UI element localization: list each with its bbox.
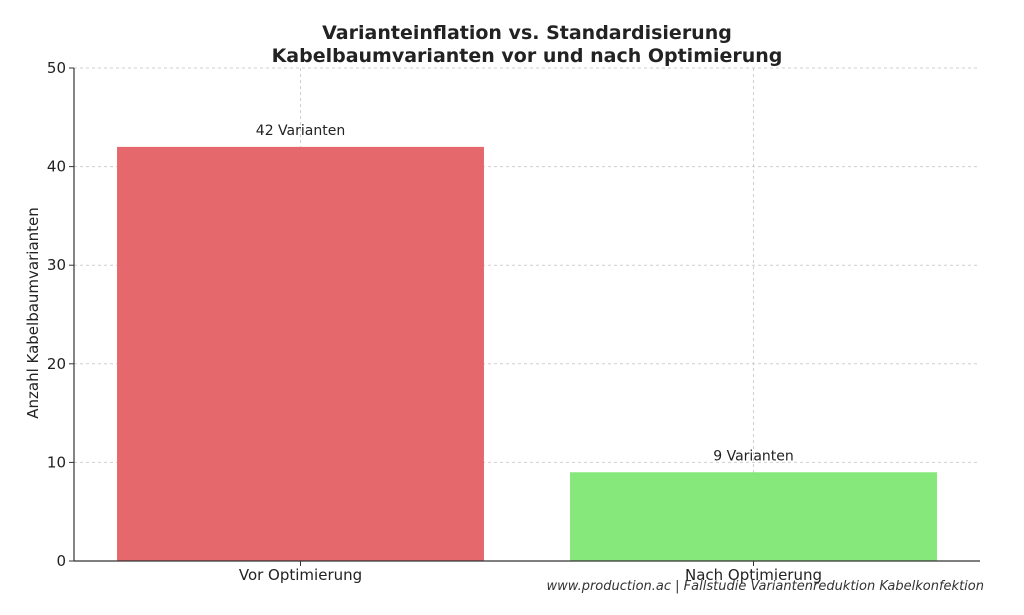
chart-title-line-2: Kabelbaumvarianten vor und nach Optimier… (272, 45, 783, 67)
x-tick-label: Vor Optimierung (239, 566, 362, 584)
y-tick-label: 0 (56, 552, 66, 570)
bar-vor-optimierung (117, 146, 484, 561)
y-tick-label: 10 (47, 453, 66, 471)
y-tick-label: 40 (47, 158, 66, 176)
bar-nach-optimierung (570, 472, 937, 561)
source-note: www.production.ac | Fallstudie Varianten… (547, 579, 985, 594)
y-tick-label: 30 (47, 256, 66, 274)
chart-title-line-1: Varianteinflation vs. Standardisierung (322, 22, 732, 44)
x-tick-label: Nach Optimierung (685, 566, 822, 584)
axes: 0 10 20 30 40 50 Vor Optimierung Nach Optimieru… (47, 59, 980, 584)
bars (117, 146, 937, 561)
bar-value-label: 9 Varianten (713, 448, 794, 464)
y-axis-label: Anzahl Kabelbaumvarianten (24, 207, 42, 419)
y-tick-label: 20 (47, 355, 66, 373)
bar-value-label: 42 Varianten (256, 123, 345, 139)
y-tick-label: 50 (47, 59, 66, 77)
data-labels: 42 Varianten 9 Varianten (256, 123, 794, 464)
